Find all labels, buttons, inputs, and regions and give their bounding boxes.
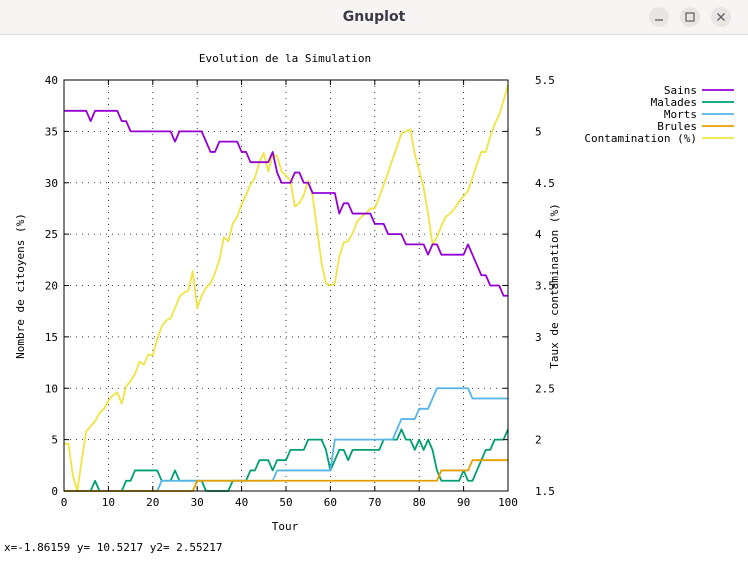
y-tick-label: 5 <box>51 434 58 447</box>
y-tick-label: 20 <box>45 280 58 293</box>
y-tick-label: 15 <box>45 331 58 344</box>
close-button[interactable] <box>711 7 731 27</box>
x-tick-label: 70 <box>368 496 381 509</box>
y-tick-label: 35 <box>45 125 58 138</box>
axis-ticks: 0 10 20 30 40 50 60 70 80 90 10005101520253035401.… <box>45 74 555 509</box>
x-axis-label: Tour <box>272 520 299 533</box>
status-coordinates: x=-1.86159 y= 10.5217 y2= 2.55217 <box>4 541 223 554</box>
y-tick-label: 10 <box>45 382 58 395</box>
series-line-malades <box>64 428 509 492</box>
series-group <box>64 84 509 492</box>
minimize-icon <box>655 19 663 21</box>
y-tick-label: 25 <box>45 228 58 241</box>
y2-axis-label: Taux de contamination (%) <box>548 203 561 369</box>
legend-label-morts: Morts <box>664 108 697 121</box>
y-tick-label: 30 <box>45 177 58 190</box>
y2-tick-label: 1.5 <box>535 485 555 498</box>
series-line-brules <box>64 459 508 492</box>
chart-title: Evolution de la Simulation <box>199 52 371 65</box>
maximize-button[interactable] <box>680 7 700 27</box>
x-tick-label: 0 <box>61 496 68 509</box>
legend-label-brules: Brules <box>657 120 697 133</box>
x-tick-label: 100 <box>498 496 518 509</box>
x-tick-label: 50 <box>279 496 292 509</box>
y2-tick-label: 2 <box>535 434 542 447</box>
x-tick-label: 10 <box>102 496 115 509</box>
y2-tick-label: 4 <box>535 228 542 241</box>
x-tick-label: 30 <box>191 496 204 509</box>
x-tick-label: 20 <box>146 496 159 509</box>
x-tick-label: 80 <box>413 496 426 509</box>
y2-tick-label: 5 <box>535 125 542 138</box>
y2-tick-label: 3.5 <box>535 280 555 293</box>
y2-tick-label: 5.5 <box>535 74 555 87</box>
y-tick-label: 0 <box>51 485 58 498</box>
window-title: Gnuplot <box>342 9 406 25</box>
plot-canvas[interactable]: Evolution de la Simulation 0 10 20 30 40 50 60… <box>0 35 748 539</box>
y2-tick-label: 4.5 <box>535 177 555 190</box>
series-line-contamination <box>64 84 509 492</box>
legend-label-contamination: Contamination (%) <box>584 132 697 145</box>
series-line-sains <box>64 109 508 297</box>
close-icon <box>717 13 725 21</box>
y-tick-label: 40 <box>45 74 58 87</box>
minimize-button[interactable] <box>649 7 669 27</box>
legend-label-sains: Sains <box>664 84 697 97</box>
maximize-icon <box>685 12 695 22</box>
y2-tick-label: 3 <box>535 331 542 344</box>
grid <box>64 80 508 491</box>
x-tick-label: 90 <box>457 496 470 509</box>
y2-tick-label: 2.5 <box>535 382 555 395</box>
y-axis-label: Nombre de citoyens (%) <box>14 213 27 359</box>
legend-label-malades: Malades <box>651 96 697 109</box>
title-bar[interactable]: Gnuplot <box>0 0 748 35</box>
x-tick-label: 60 <box>324 496 337 509</box>
x-tick-label: 40 <box>235 496 248 509</box>
